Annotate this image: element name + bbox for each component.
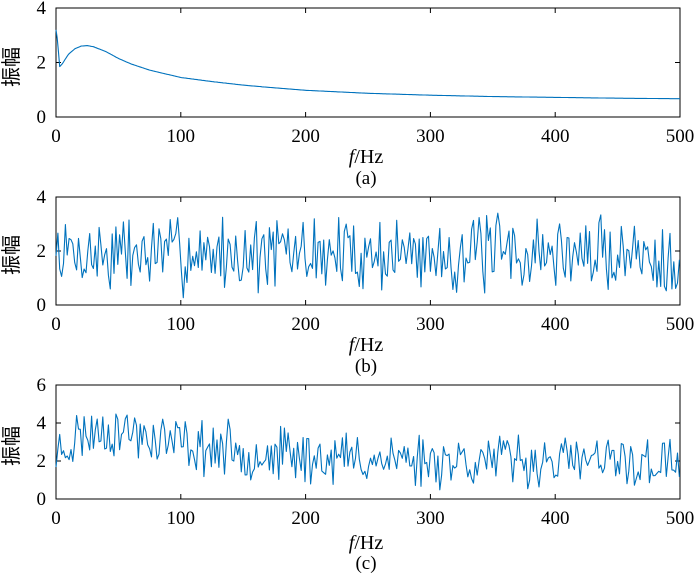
panel-c-y-label: 振幅 bbox=[0, 426, 23, 466]
panel-c-xtick-label-2: 200 bbox=[291, 508, 320, 529]
panel-c-x-ticks: 0 100 200 300 400 500 bbox=[51, 385, 694, 529]
panel-b-y-ticks: 0 2 4 bbox=[37, 187, 680, 316]
panel-b-x-label-unit: /Hz bbox=[354, 334, 383, 356]
panel-a-xtick-label-0: 0 bbox=[51, 126, 61, 147]
panel-c-xtick-label-3: 300 bbox=[416, 508, 445, 529]
panel-a-y-ticks: 0 2 4 bbox=[37, 0, 680, 128]
panel-a-x-label-unit: /Hz bbox=[354, 146, 383, 168]
panel-a-xtick-label-5: 500 bbox=[666, 126, 695, 147]
panel-b-xtick-label-4: 400 bbox=[541, 314, 570, 335]
panel-a-y-label: 振幅 bbox=[0, 47, 23, 87]
panel-c-x-label: f/Hz bbox=[349, 532, 384, 554]
panel-a-x-ticks: 0 100 200 300 400 500 bbox=[51, 8, 694, 147]
panel-b-caption: (b) bbox=[355, 356, 377, 377]
panel-c-xtick-label-0: 0 bbox=[51, 508, 61, 529]
panel-c: 0 2 4 6 0 100 200 300 400 500 振幅 f/Hz (c) bbox=[0, 375, 694, 573]
panel-b: 0 2 4 0 100 200 300 400 500 振幅 f/Hz (b) bbox=[0, 187, 694, 377]
panel-a-x-label-var: f bbox=[349, 146, 357, 168]
panel-c-xtick-label-5: 500 bbox=[666, 508, 695, 529]
panel-b-xtick-label-0: 0 bbox=[51, 314, 61, 335]
panel-a-ytick-label-0: 0 bbox=[37, 107, 47, 128]
panel-c-x-label-unit: /Hz bbox=[354, 532, 383, 554]
panel-c-xtick-label-1: 100 bbox=[167, 508, 196, 529]
panel-c-ytick-label-1: 2 bbox=[37, 451, 47, 472]
panel-c-ytick-label-3: 6 bbox=[37, 375, 47, 396]
panel-a-xtick-label-4: 400 bbox=[541, 126, 570, 147]
panel-a-axes-box bbox=[55, 7, 681, 118]
panel-b-ytick-label-2: 4 bbox=[37, 187, 47, 208]
panel-b-x-label: f/Hz bbox=[349, 334, 384, 356]
panel-b-xtick-label-1: 100 bbox=[167, 314, 196, 335]
panel-b-ytick-label-0: 0 bbox=[37, 295, 47, 316]
panel-b-y-label: 振幅 bbox=[0, 235, 23, 275]
panel-c-x-label-var: f bbox=[349, 532, 357, 554]
panel-a-series-line bbox=[55, 29, 680, 100]
panel-c-y-ticks: 0 2 4 6 bbox=[37, 375, 680, 510]
panel-c-xtick-label-4: 400 bbox=[541, 508, 570, 529]
panel-b-x-label-var: f bbox=[349, 334, 357, 356]
panel-a-xtick-label-2: 200 bbox=[291, 126, 320, 147]
panel-a-x-label: f/Hz bbox=[349, 146, 384, 168]
panel-b-ytick-label-1: 2 bbox=[37, 241, 47, 262]
panel-c-series-line bbox=[55, 413, 680, 491]
panel-b-xtick-label-3: 300 bbox=[416, 314, 445, 335]
panel-c-caption: (c) bbox=[355, 553, 376, 573]
panel-a-ytick-label-2: 4 bbox=[37, 0, 47, 19]
panel-b-xtick-label-5: 500 bbox=[666, 314, 695, 335]
panel-a-xtick-label-3: 300 bbox=[416, 126, 445, 147]
panel-b-xtick-label-2: 200 bbox=[291, 314, 320, 335]
panel-c-axes-box bbox=[55, 384, 681, 500]
panel-a-ytick-label-1: 2 bbox=[37, 53, 47, 74]
panel-a-caption: (a) bbox=[355, 168, 376, 189]
panel-a: 0 2 4 0 100 200 300 400 500 振幅 f/Hz (a) bbox=[0, 0, 694, 189]
panel-c-ytick-label-2: 4 bbox=[37, 413, 47, 434]
panel-b-series-line bbox=[55, 212, 680, 299]
panel-b-x-ticks: 0 100 200 300 400 500 bbox=[51, 197, 694, 335]
panel-c-ytick-label-0: 0 bbox=[37, 489, 47, 510]
panel-a-xtick-label-1: 100 bbox=[167, 126, 196, 147]
